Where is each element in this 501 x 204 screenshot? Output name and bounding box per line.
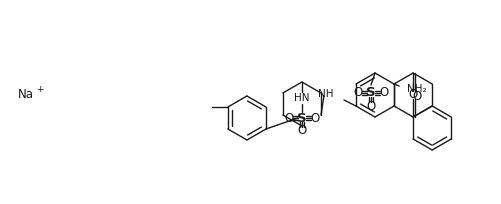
Text: +: + (36, 84, 44, 93)
Text: NH: NH (318, 89, 333, 99)
Text: O: O (366, 100, 375, 112)
Text: S: S (365, 86, 375, 100)
Text: O: O (353, 86, 362, 100)
Text: S: S (297, 112, 306, 124)
Text: O: O (408, 88, 417, 101)
Text: HN: HN (294, 93, 309, 103)
Text: Na: Na (18, 89, 34, 102)
Text: O: O (310, 112, 319, 124)
Text: O: O (284, 112, 293, 124)
Text: NH₂: NH₂ (406, 84, 426, 94)
Text: O: O (379, 86, 388, 100)
Text: O: O (297, 124, 306, 137)
Text: O: O (412, 90, 421, 102)
